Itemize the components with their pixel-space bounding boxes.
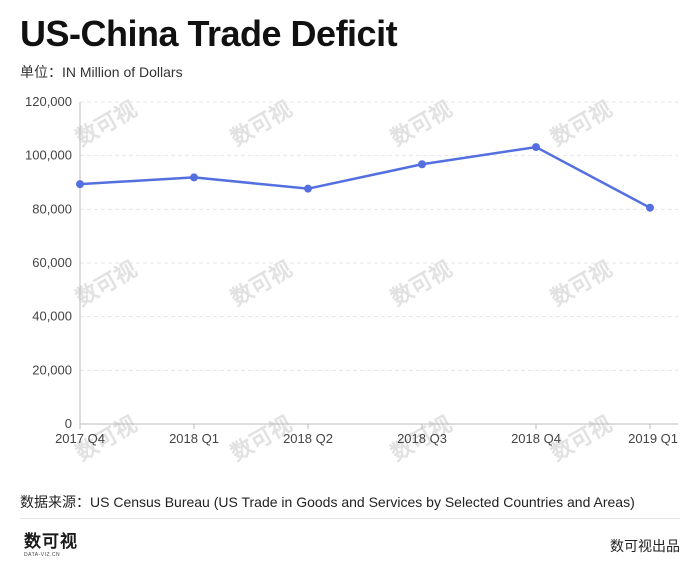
watermark: 数可视: [546, 96, 616, 151]
chart-title: US-China Trade Deficit: [20, 13, 398, 54]
y-tick-label: 80,000: [32, 201, 72, 216]
source-note: 数据来源：US Census Bureau (US Trade in Goods…: [20, 494, 635, 510]
grid-lines: [80, 101, 678, 371]
watermark: 数可视: [546, 256, 616, 311]
x-tick-label: 2018 Q4: [511, 431, 561, 446]
logo: 数可视 DATA-VIZ.CN: [24, 532, 88, 562]
data-point: [418, 160, 426, 169]
x-tick-label: 2018 Q2: [283, 431, 333, 446]
y-tick-labels: 0 20,000 40,000 60,000 80,000 100,000 120,000: [25, 94, 72, 431]
watermark: 数可视: [71, 256, 141, 311]
watermark: 数可视: [386, 96, 456, 151]
axes: [79, 102, 678, 425]
footer-divider: [20, 518, 680, 519]
y-tick-label: 120,000: [25, 94, 72, 109]
data-point: [76, 180, 84, 189]
data-point: [190, 173, 198, 182]
logo-subtext: DATA-VIZ.CN: [24, 552, 61, 558]
series-layer: [76, 143, 654, 212]
y-tick-label: 60,000: [32, 255, 72, 270]
x-tick-label: 2019 Q1: [628, 431, 678, 446]
watermark: 数可视: [71, 96, 141, 151]
y-tick-label: 0: [65, 416, 72, 431]
data-point: [532, 143, 540, 152]
y-tick-label: 100,000: [25, 148, 72, 163]
logo-text: 数可视: [24, 532, 78, 551]
data-point: [304, 184, 312, 193]
watermark: 数可视: [226, 256, 296, 311]
x-tick-label: 2018 Q3: [397, 431, 447, 446]
series-line: [79, 145, 651, 209]
watermark: 数可视: [226, 96, 296, 151]
brand-credit: 数可视出品: [610, 538, 680, 554]
x-tick-label: 2017 Q4: [55, 431, 105, 446]
x-tick-labels: 2017 Q4 2018 Q1 2018 Q2 2018 Q3 2018 Q4 2019 …: [55, 424, 678, 446]
y-tick-label: 20,000: [32, 362, 72, 377]
watermark: 数可视: [386, 256, 456, 311]
data-point: [646, 203, 654, 212]
chart-subtitle: 单位：IN Million of Dollars: [20, 64, 183, 80]
y-tick-label: 40,000: [32, 309, 72, 324]
x-tick-label: 2018 Q1: [169, 431, 219, 446]
